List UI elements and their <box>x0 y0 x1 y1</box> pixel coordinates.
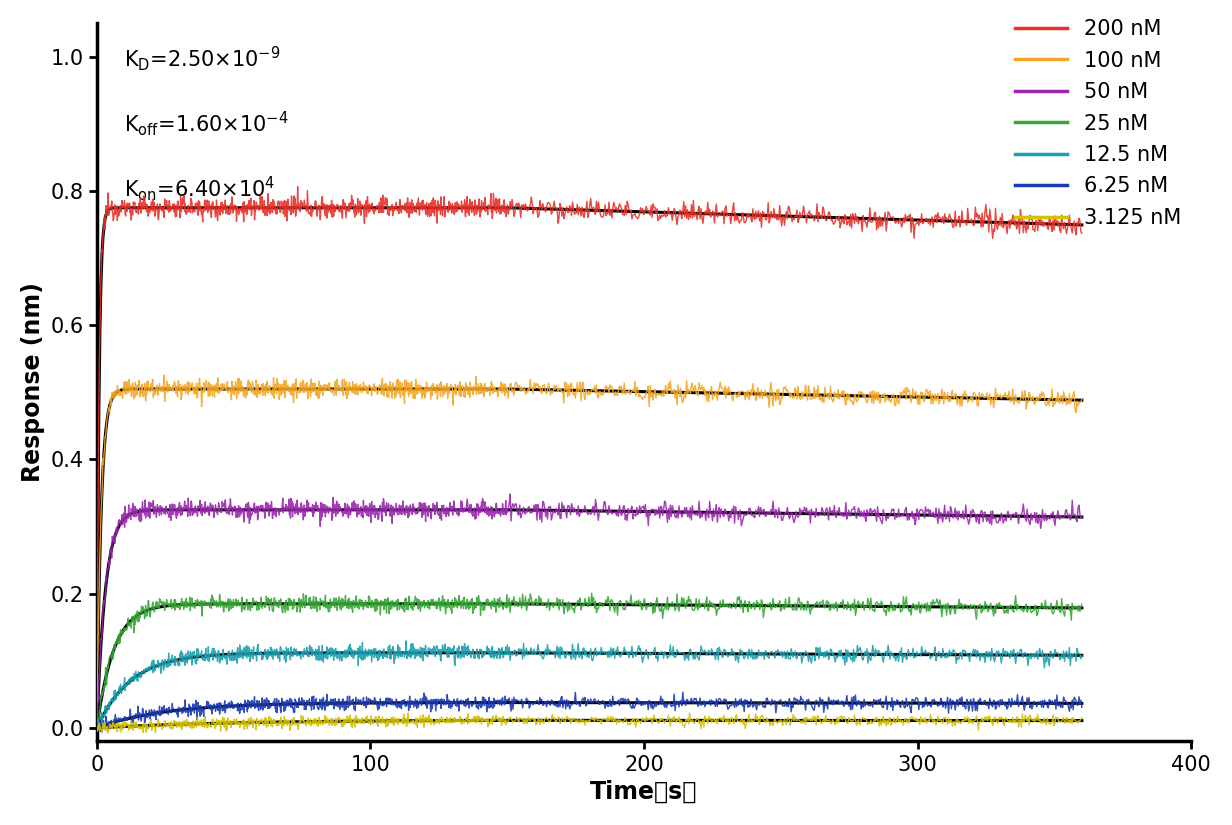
6.25 nM <box>90 719 105 728</box>
25 nM <box>285 597 299 607</box>
12.5 nM <box>1074 651 1089 661</box>
3.125 nM <box>760 713 775 723</box>
200 nM <box>352 196 367 206</box>
50 nM <box>503 489 517 499</box>
12.5 nM <box>123 672 138 682</box>
100 nM <box>957 386 972 396</box>
25 nM <box>648 607 663 617</box>
3.125 nM <box>285 714 299 724</box>
25 nM <box>123 620 138 630</box>
100 nM <box>285 390 299 400</box>
6.25 nM <box>123 710 138 719</box>
100 nM <box>1074 394 1089 404</box>
3.125 nM <box>123 724 138 733</box>
6.25 nM <box>760 693 775 703</box>
50 nM <box>957 512 972 521</box>
3.125 nM <box>648 714 663 724</box>
6.25 nM <box>675 687 690 697</box>
Text: $\mathregular{K_D}$=2.50×10$^{-9}$: $\mathregular{K_D}$=2.50×10$^{-9}$ <box>124 45 281 73</box>
Legend: 200 nM, 100 nM, 50 nM, 25 nM, 12.5 nM, 6.25 nM, 3.125 nM: 200 nM, 100 nM, 50 nM, 25 nM, 12.5 nM, 6… <box>1015 19 1181 228</box>
200 nM <box>291 182 306 191</box>
25 nM <box>584 588 599 598</box>
25 nM <box>352 595 367 605</box>
50 nM <box>648 511 663 521</box>
Text: $\mathregular{K_{off}}$=1.60×10$^{-4}$: $\mathregular{K_{off}}$=1.60×10$^{-4}$ <box>124 110 288 138</box>
Line: 3.125 nM: 3.125 nM <box>97 713 1082 733</box>
Line: 100 nM: 100 nM <box>97 375 1082 725</box>
25 nM <box>90 724 105 734</box>
100 nM <box>759 389 774 399</box>
100 nM <box>90 720 105 730</box>
3.125 nM <box>1074 713 1089 723</box>
50 nM <box>352 505 367 515</box>
50 nM <box>1074 511 1089 521</box>
200 nM <box>90 724 105 734</box>
3.125 nM <box>400 708 415 718</box>
6.25 nM <box>95 727 110 737</box>
12.5 nM <box>399 636 414 646</box>
Text: $\mathregular{K_{on}}$=6.40×10$^{4}$: $\mathregular{K_{on}}$=6.40×10$^{4}$ <box>124 174 276 203</box>
Line: 50 nM: 50 nM <box>97 494 1082 728</box>
3.125 nM <box>100 728 115 738</box>
100 nM <box>648 384 663 394</box>
25 nM <box>1074 600 1089 610</box>
100 nM <box>352 383 367 393</box>
6.25 nM <box>648 697 663 707</box>
50 nM <box>759 511 774 521</box>
200 nM <box>123 208 138 218</box>
50 nM <box>90 723 105 733</box>
12.5 nM <box>90 724 105 734</box>
200 nM <box>759 215 774 225</box>
12.5 nM <box>90 725 105 735</box>
12.5 nM <box>958 647 973 657</box>
Line: 12.5 nM: 12.5 nM <box>97 641 1082 730</box>
12.5 nM <box>648 653 663 663</box>
3.125 nM <box>958 716 973 726</box>
X-axis label: Time（s）: Time（s） <box>590 780 697 804</box>
200 nM <box>957 216 972 226</box>
200 nM <box>285 191 299 201</box>
25 nM <box>957 600 972 610</box>
12.5 nM <box>760 651 775 661</box>
6.25 nM <box>958 704 973 714</box>
100 nM <box>123 385 138 395</box>
12.5 nM <box>352 641 367 651</box>
25 nM <box>759 600 774 610</box>
Y-axis label: Response (nm): Response (nm) <box>21 282 44 482</box>
Line: 25 nM: 25 nM <box>97 593 1082 729</box>
Line: 200 nM: 200 nM <box>97 186 1082 729</box>
100 nM <box>156 370 171 380</box>
12.5 nM <box>285 651 299 661</box>
50 nM <box>123 510 138 520</box>
200 nM <box>1074 229 1089 238</box>
6.25 nM <box>352 699 367 709</box>
Line: 6.25 nM: 6.25 nM <box>97 692 1082 732</box>
6.25 nM <box>1074 702 1089 712</box>
200 nM <box>648 202 663 212</box>
50 nM <box>285 506 299 516</box>
3.125 nM <box>352 714 367 724</box>
6.25 nM <box>285 698 299 708</box>
3.125 nM <box>90 726 105 736</box>
